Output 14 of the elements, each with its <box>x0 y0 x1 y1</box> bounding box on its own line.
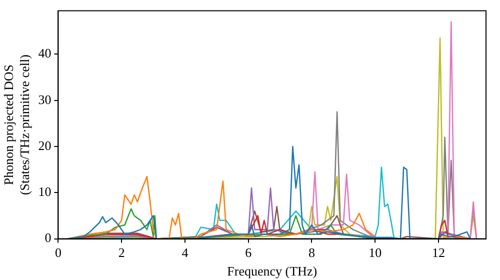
y-tick-label: 20 <box>38 138 52 153</box>
x-tick-label: 10 <box>368 245 382 260</box>
x-tick-label: 0 <box>54 245 62 260</box>
x-tick-label: 8 <box>308 245 315 260</box>
x-axis-title: Frequency (THz) <box>227 264 318 279</box>
x-tick-label: 4 <box>182 245 189 260</box>
x-tick-label: 2 <box>118 245 125 260</box>
x-tick-label: 6 <box>245 245 252 260</box>
y-tick-label: 10 <box>38 184 52 200</box>
y-tick-label: 30 <box>38 92 52 107</box>
y-tick-label: 40 <box>38 46 52 61</box>
y-axis-title: Phonon projected DOS (States/THz·primitive cell) <box>1 54 32 196</box>
y-tick-label: 0 <box>44 230 52 246</box>
x-tick-label: 12 <box>432 245 445 260</box>
